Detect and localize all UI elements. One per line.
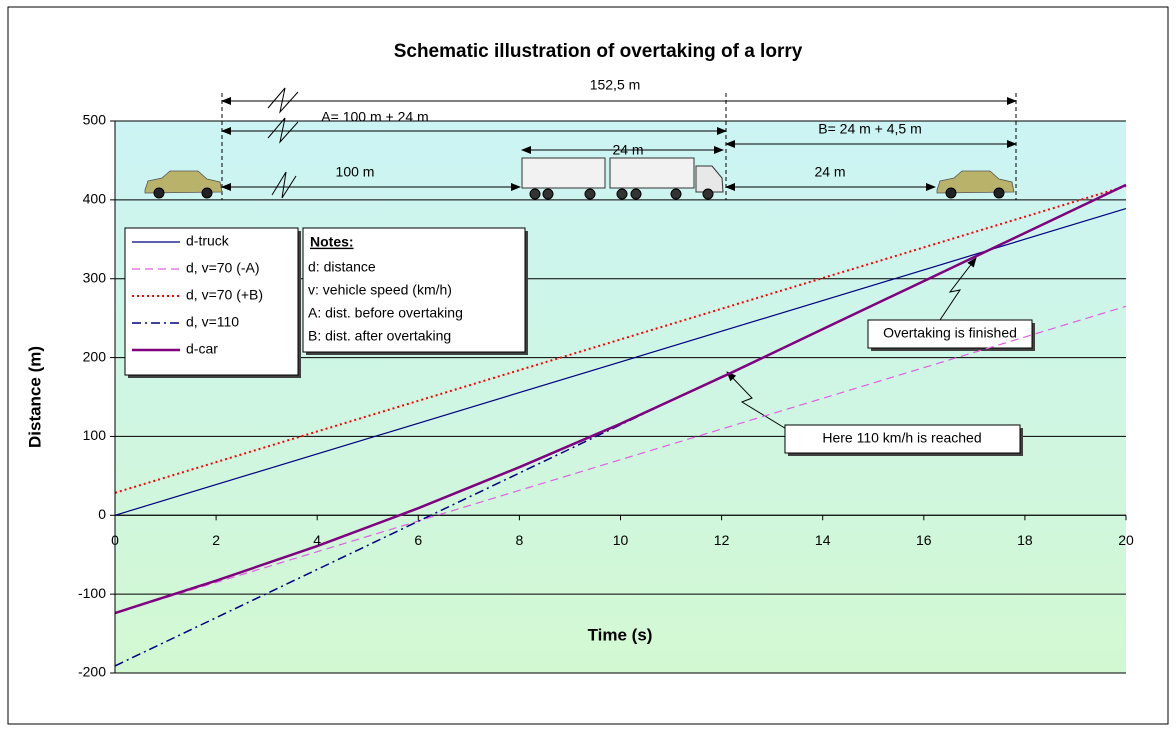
- chart-title: Schematic illustration of overtaking of …: [394, 41, 803, 62]
- y-tick-label: -100: [78, 585, 106, 601]
- x-tick-label: 8: [516, 532, 524, 548]
- legend-label: d-truck: [186, 233, 230, 249]
- y-tick-label: 100: [83, 427, 107, 443]
- x-tick-label: 18: [1017, 532, 1033, 548]
- legend-label: d, v=70 (+B): [186, 287, 263, 303]
- y-tick-label: -200: [78, 664, 106, 680]
- x-axis-label: Time (s): [588, 625, 653, 644]
- legend-label: d-car: [186, 341, 218, 357]
- annotation: B= 24 m + 4,5 m: [818, 121, 922, 137]
- chart: Schematic illustration of overtaking of …: [0, 0, 1176, 731]
- legend-label: d, v=70 (-A): [186, 260, 260, 276]
- notes-heading: Notes:: [310, 234, 354, 250]
- annotation: Here 110 km/h is reached: [822, 430, 981, 446]
- y-tick-label: 300: [83, 269, 107, 285]
- x-tick-label: 4: [313, 532, 321, 548]
- legend-label: d, v=110: [186, 314, 239, 330]
- annotation: A= 100 m + 24 m: [321, 109, 428, 125]
- y-tick-label: 0: [98, 506, 106, 522]
- x-tick-label: 12: [714, 532, 730, 548]
- x-tick-label: 20: [1118, 532, 1134, 548]
- y-axis-label: Distance (m): [25, 346, 44, 448]
- annotation: 24 m: [612, 142, 643, 158]
- notes-line: A: dist. before overtaking: [308, 305, 463, 321]
- y-tick-label: 500: [83, 112, 107, 128]
- notes-line: B: dist. after overtaking: [308, 328, 451, 344]
- notes-line: d: distance: [308, 259, 376, 275]
- annotation: 152,5 m: [590, 77, 641, 93]
- annotation: 100 m: [336, 164, 375, 180]
- notes-line: v: vehicle speed (km/h): [308, 282, 452, 298]
- plot-area: [115, 121, 1126, 673]
- y-tick-label: 400: [83, 191, 107, 207]
- x-tick-label: 6: [414, 532, 422, 548]
- x-tick-label: 14: [815, 532, 831, 548]
- annotation: 24 m: [814, 164, 845, 180]
- x-tick-label: 2: [212, 532, 220, 548]
- x-tick-label: 16: [916, 532, 932, 548]
- y-tick-label: 200: [83, 348, 107, 364]
- x-tick-label: 10: [613, 532, 629, 548]
- annotation: Overtaking is finished: [883, 325, 1017, 341]
